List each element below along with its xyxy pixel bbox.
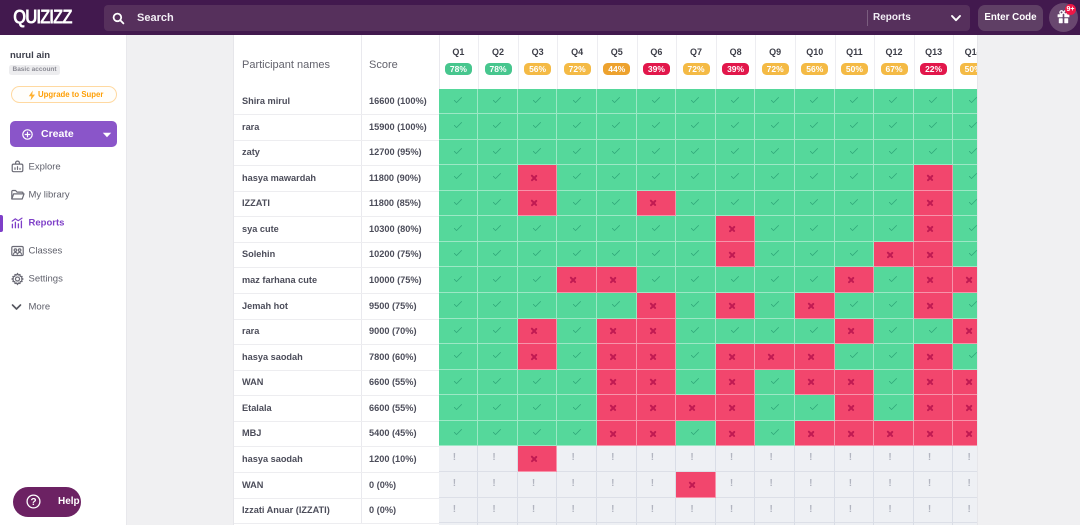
svg-text:?: ? [30,497,36,508]
